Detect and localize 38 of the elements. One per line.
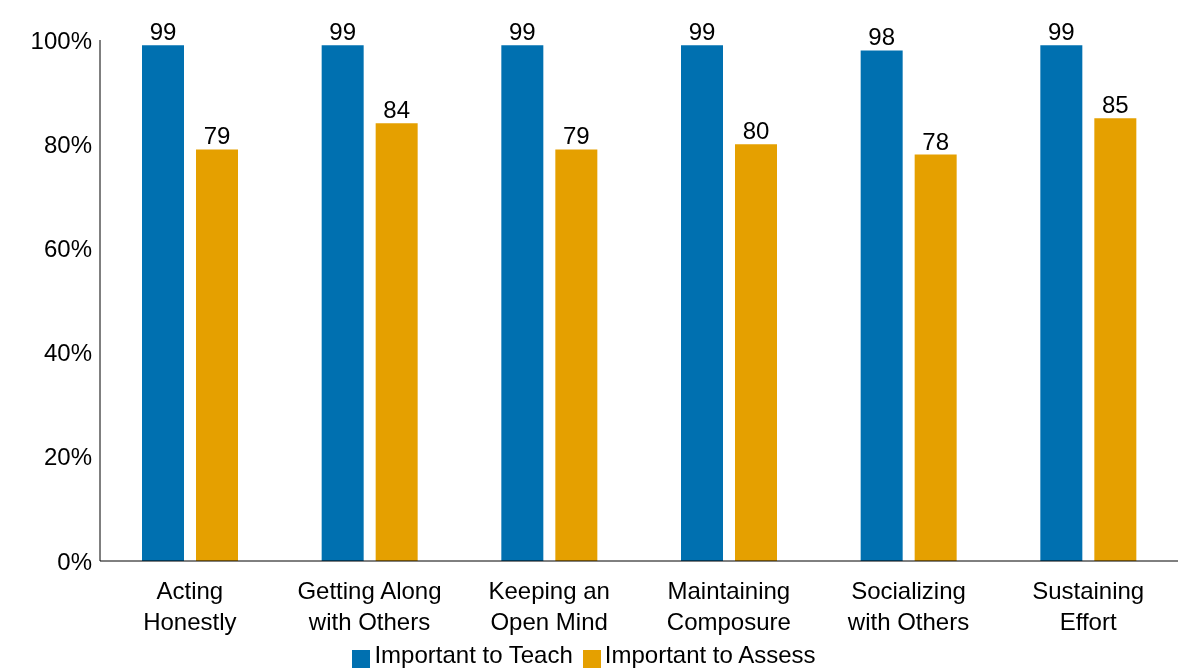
x-tick-label: Getting Along with Others	[297, 577, 442, 635]
bar	[914, 154, 957, 561]
data-label: 78	[922, 127, 950, 155]
data-label: 80	[742, 117, 770, 145]
bar	[1094, 118, 1137, 561]
bar	[555, 149, 598, 561]
data-label: 84	[383, 96, 411, 124]
y-tick-label: 80%	[43, 130, 92, 158]
x-tick-label: Maintaining Composure	[666, 577, 791, 635]
data-label: 99	[329, 18, 357, 46]
x-tick-label: Socializing with Others	[846, 577, 970, 635]
data-label: 99	[149, 18, 177, 46]
bar	[321, 45, 364, 561]
data-label: 99	[508, 18, 536, 46]
bar	[735, 144, 777, 561]
data-label: 79	[562, 122, 590, 150]
bar	[196, 149, 238, 561]
legend-label: Important to Assess	[604, 641, 816, 668]
y-tick-label: 40%	[43, 339, 92, 367]
y-tick-label: 0%	[57, 547, 92, 575]
y-tick-label: 20%	[43, 443, 92, 471]
legend-label: Important to Teach	[374, 641, 573, 668]
x-tick-label: Sustaining Effort	[1032, 577, 1145, 635]
bar	[375, 123, 418, 561]
bar	[501, 45, 544, 561]
bar	[1040, 45, 1083, 561]
x-tick-label: Keeping an Open Mind	[488, 577, 610, 635]
y-tick-label: 60%	[43, 234, 92, 262]
y-tick-label: 100%	[30, 26, 92, 54]
data-label: 85	[1101, 91, 1129, 119]
data-label: 99	[1047, 18, 1075, 46]
data-label: 79	[203, 122, 231, 150]
data-label: 99	[688, 18, 716, 46]
x-tick-label: Acting Honestly	[143, 577, 237, 635]
bar	[681, 45, 723, 561]
bar	[860, 50, 903, 561]
data-label: 98	[868, 23, 896, 51]
bar	[142, 45, 184, 561]
